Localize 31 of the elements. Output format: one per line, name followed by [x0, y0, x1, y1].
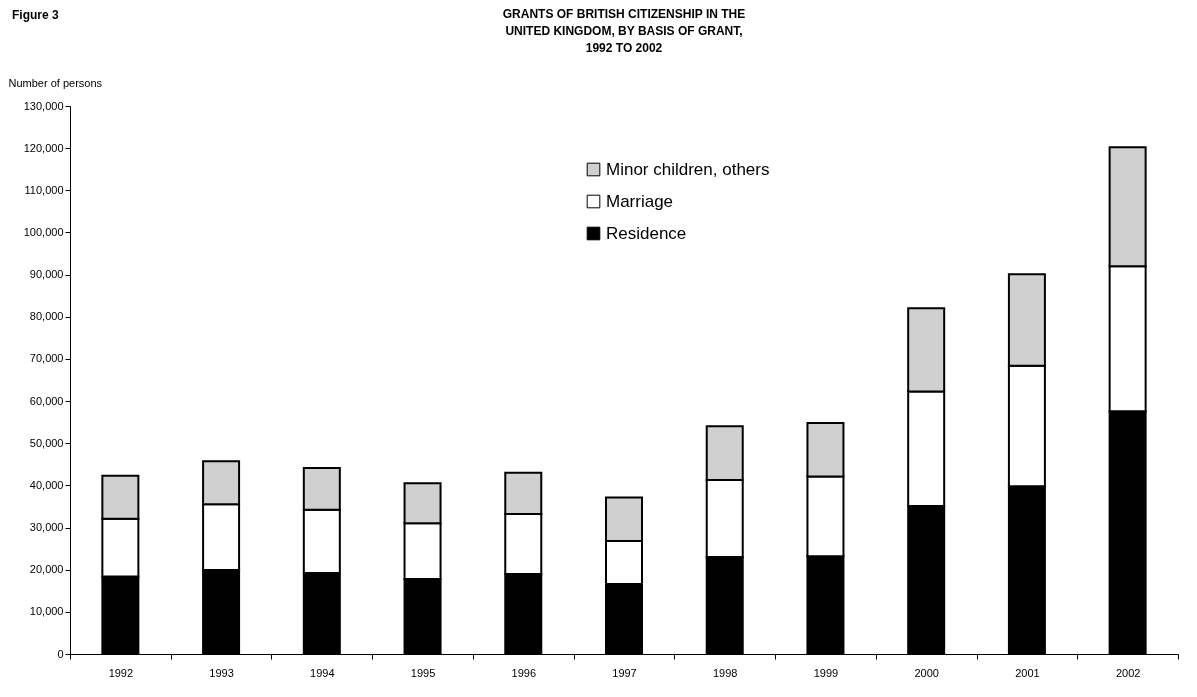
- y-tick-label: 120,000: [23, 141, 64, 154]
- legend-label: Residence: [606, 223, 687, 243]
- x-tick-label: 2001: [1015, 666, 1040, 679]
- x-tick-label: 1994: [310, 666, 335, 679]
- caption: Figure 3: [12, 8, 59, 22]
- x-tick-label: 1999: [813, 666, 839, 679]
- x-tick-label: 1993: [209, 666, 234, 679]
- x-tick-label: 2000: [914, 666, 939, 679]
- y-axis-title: Number of persons: [8, 76, 103, 89]
- y-tick-label: 130,000: [23, 99, 64, 112]
- x-tick-label: 1996: [511, 666, 537, 679]
- legend-label: Minor children, others: [606, 159, 770, 179]
- y-tick-label: 70,000: [29, 352, 64, 365]
- x-tick-label: 1992: [108, 666, 134, 679]
- y-tick-label: 50,000: [29, 436, 64, 449]
- y-tick-label: 0: [57, 647, 64, 660]
- y-tick-label: 90,000: [29, 268, 64, 281]
- y-tick-label: 100,000: [23, 225, 64, 238]
- x-tick-label: 1995: [410, 666, 436, 679]
- y-tick-label: 10,000: [29, 605, 64, 618]
- y-tick-label: 60,000: [29, 394, 64, 407]
- x-tick-label: 2002: [1115, 666, 1141, 679]
- y-tick-label: 80,000: [29, 310, 64, 323]
- y-tick-label: 110,000: [24, 183, 64, 196]
- legend-label: Marriage: [606, 191, 674, 211]
- x-tick-label: 1997: [612, 666, 637, 679]
- y-tick-label: 20,000: [29, 563, 64, 576]
- y-tick-label: 40,000: [29, 478, 64, 491]
- x-tick-label: 1998: [712, 666, 738, 679]
- y-tick-label: 30,000: [29, 521, 64, 534]
- chart-title: GRANTS OF BRITISH CITIZENSHIP IN THE UNITED KINGDOM, BY BASIS OF GRANT, 1992 TO 2002: [502, 7, 746, 55]
